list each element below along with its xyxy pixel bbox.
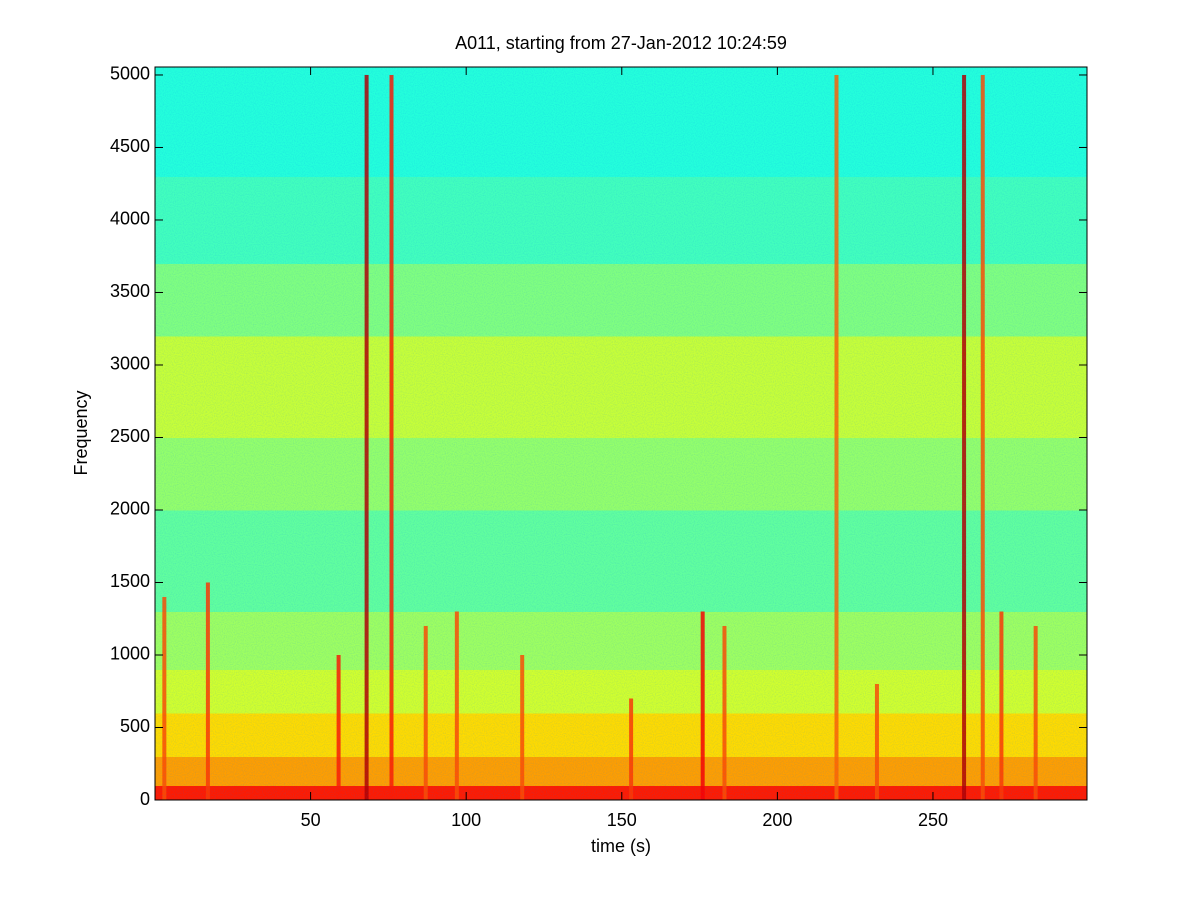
y-tick-label: 0	[140, 789, 150, 809]
y-tick-label: 2000	[110, 499, 150, 519]
x-tick-label: 100	[451, 810, 481, 830]
plot-frame	[154, 66, 1088, 801]
axes: 50 100 150 200 25005001000150020002500300035…	[110, 64, 1087, 830]
y-tick-label: 3500	[110, 281, 150, 301]
chart-title: A011, starting from 27-Jan-2012 10:24:59	[455, 33, 787, 53]
x-tick-label: 50	[301, 810, 321, 830]
x-tick-label: 250	[918, 810, 948, 830]
y-tick-label: 1500	[110, 571, 150, 591]
x-axis-label: time (s)	[591, 836, 651, 856]
y-tick-label: 4500	[110, 136, 150, 156]
noise-texture	[155, 67, 1087, 800]
y-tick-label: 2500	[110, 426, 150, 446]
y-axis-label: Frequency	[71, 390, 91, 475]
y-tick-label: 3000	[110, 354, 150, 374]
y-tick-label: 5000	[110, 64, 150, 84]
x-tick-label: 200	[762, 810, 792, 830]
x-tick-label: 150	[607, 810, 637, 830]
y-tick-label: 1000	[110, 644, 150, 664]
y-tick-label: 500	[120, 716, 150, 736]
y-tick-label: 4000	[110, 209, 150, 229]
